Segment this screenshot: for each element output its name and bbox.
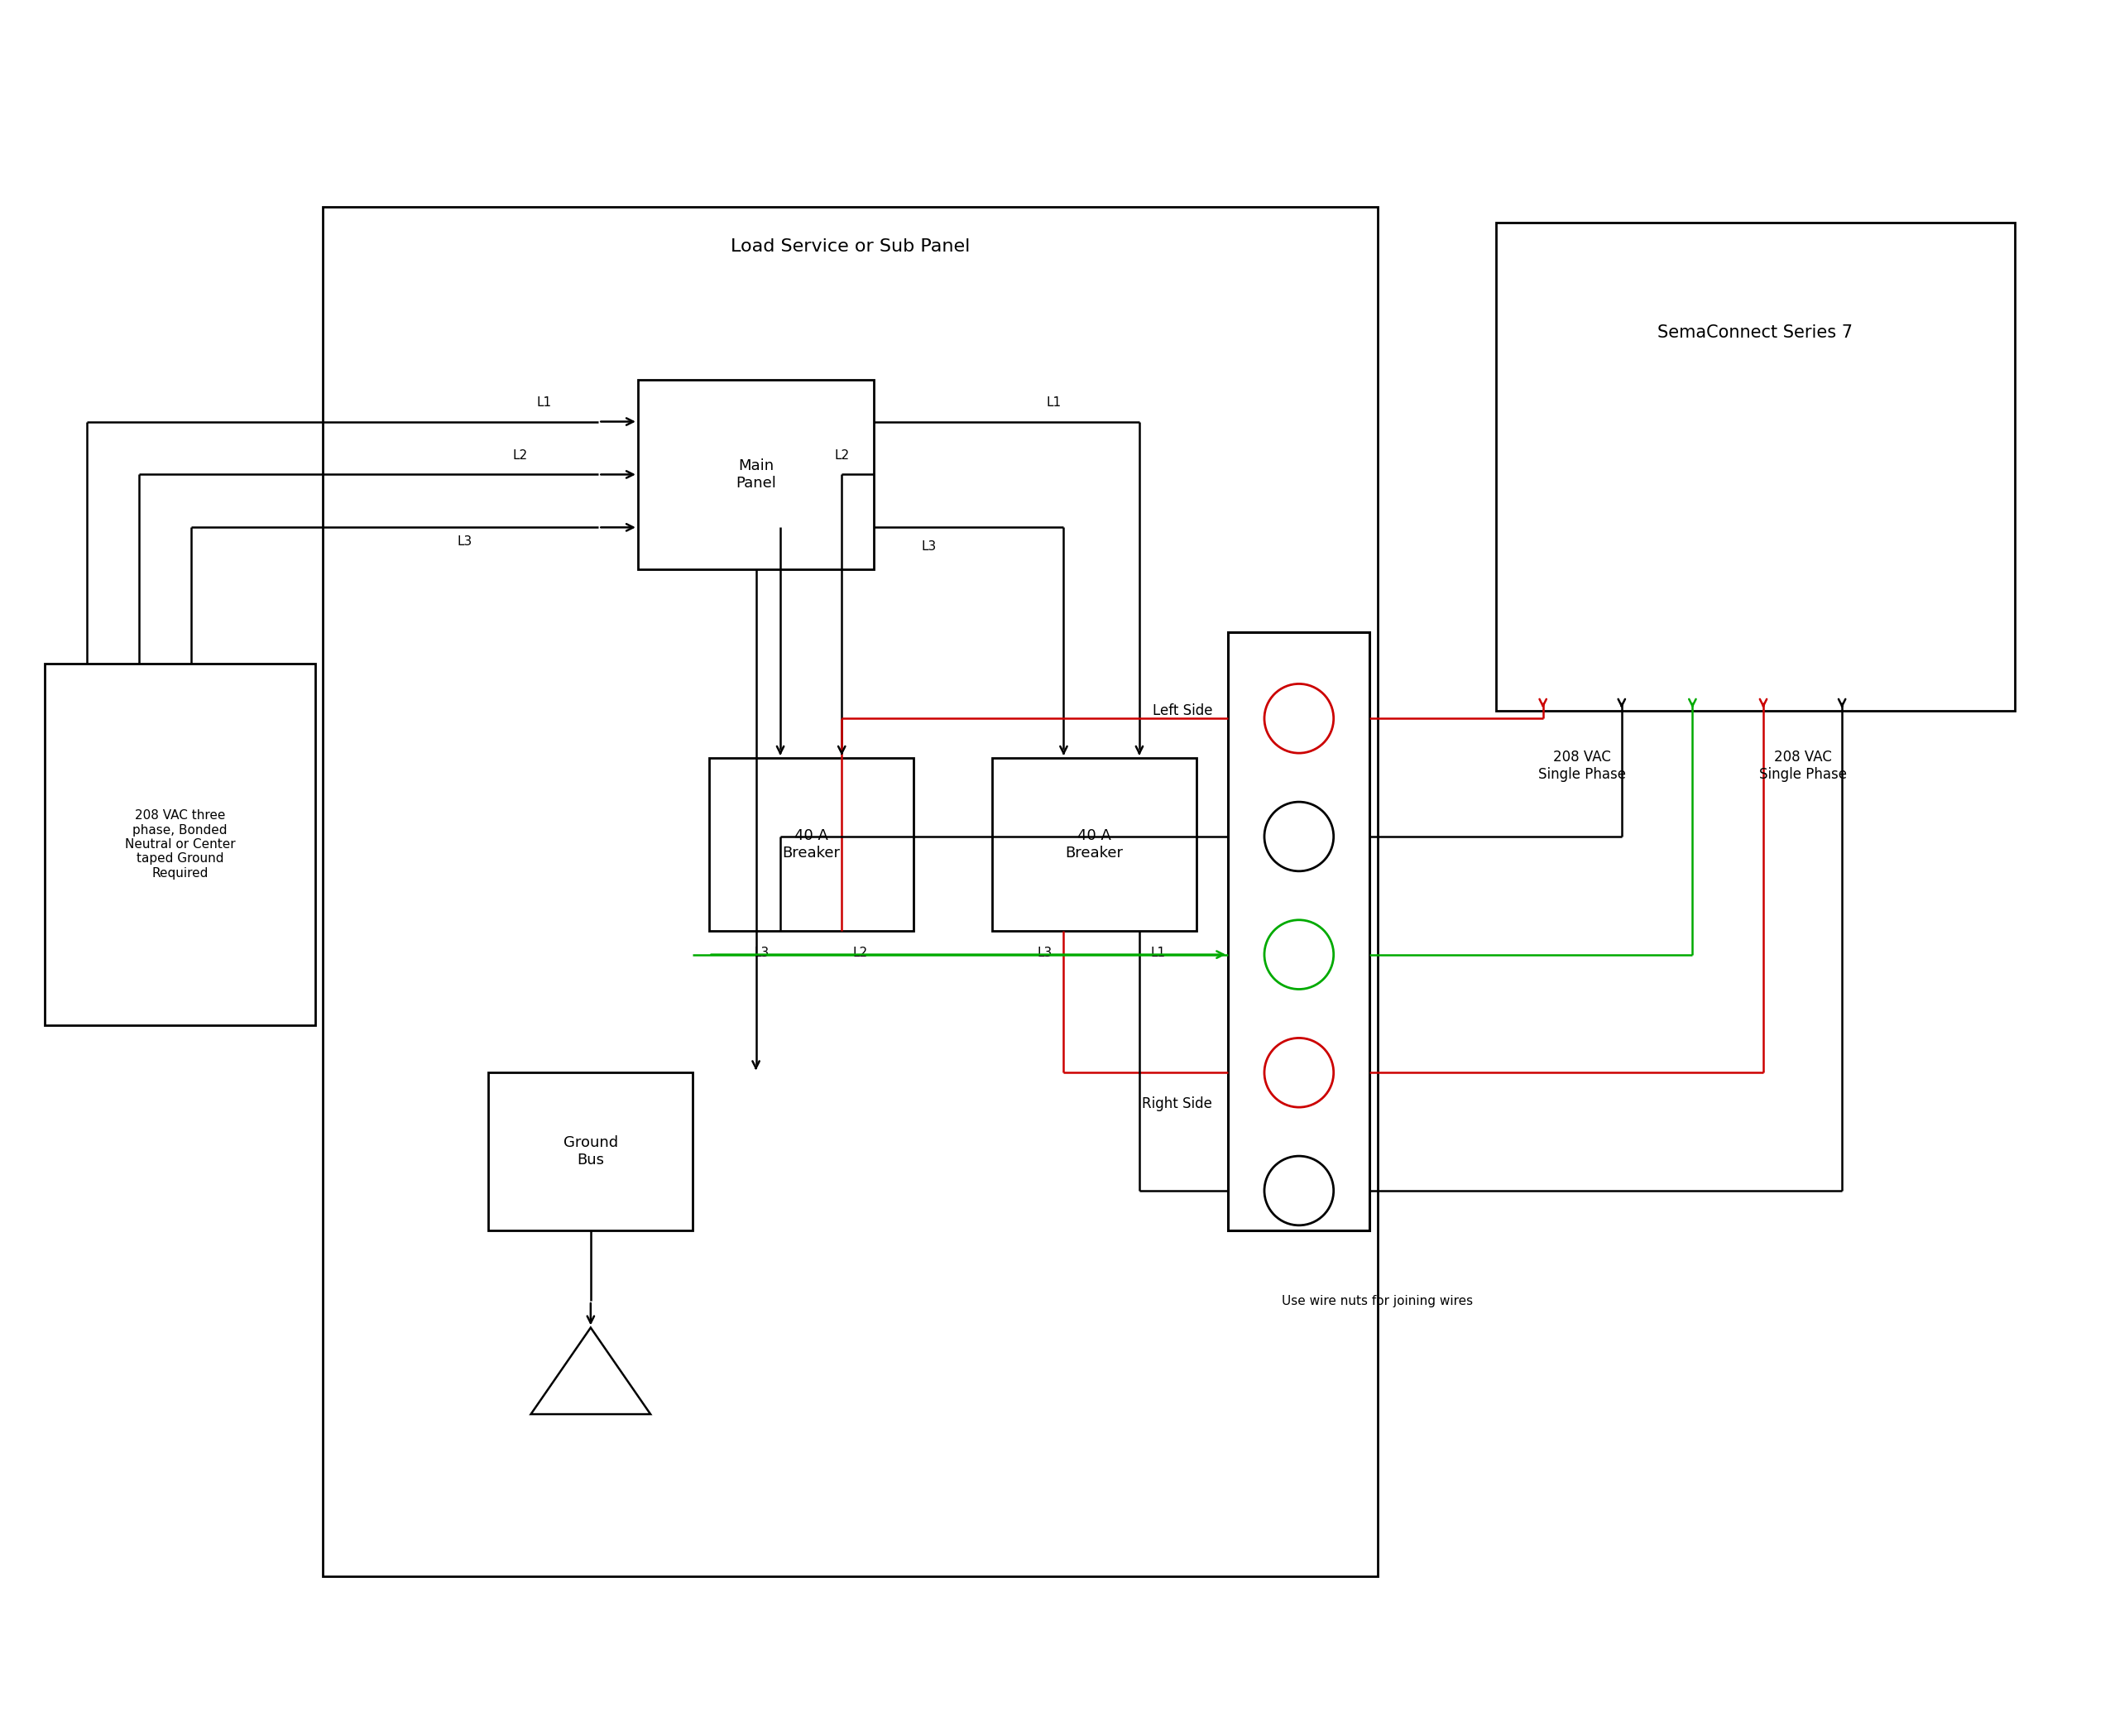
Text: Load Service or Sub Panel: Load Service or Sub Panel (730, 238, 971, 255)
Bar (1228, 632, 1369, 1231)
Bar (323, 207, 1378, 1576)
Text: Right Side: Right Side (1142, 1095, 1213, 1111)
Text: L3: L3 (922, 540, 937, 552)
Bar (1496, 222, 2015, 710)
Bar (637, 380, 874, 569)
Text: L2: L2 (513, 450, 528, 462)
Text: L1: L1 (1047, 396, 1061, 410)
Text: L2: L2 (852, 946, 867, 958)
Text: 208 VAC three
phase, Bonded
Neutral or Center
taped Ground
Required: 208 VAC three phase, Bonded Neutral or C… (124, 809, 234, 880)
Circle shape (1264, 920, 1334, 990)
Bar (44, 663, 314, 1026)
Text: L2: L2 (836, 450, 850, 462)
Text: 208 VAC
Single Phase: 208 VAC Single Phase (1760, 750, 1846, 781)
Text: L1: L1 (536, 396, 551, 410)
Text: Left Side: Left Side (1152, 703, 1213, 719)
Text: L3: L3 (753, 946, 770, 958)
Circle shape (1264, 1038, 1334, 1108)
Text: 40 A
Breaker: 40 A Breaker (1066, 828, 1123, 861)
Text: Use wire nuts for joining wires: Use wire nuts for joining wires (1283, 1295, 1473, 1307)
Text: SemaConnect Series 7: SemaConnect Series 7 (1658, 325, 1853, 340)
Text: 208 VAC
Single Phase: 208 VAC Single Phase (1538, 750, 1627, 781)
Bar (487, 1073, 692, 1231)
Text: Main
Panel: Main Panel (736, 458, 776, 491)
Circle shape (1264, 1156, 1334, 1226)
Bar (709, 759, 914, 930)
Text: L1: L1 (1150, 946, 1165, 958)
Text: L3: L3 (458, 535, 473, 547)
Text: Ground
Bus: Ground Bus (563, 1135, 618, 1167)
Circle shape (1264, 802, 1334, 871)
Text: 40 A
Breaker: 40 A Breaker (783, 828, 840, 861)
Circle shape (1264, 684, 1334, 753)
Bar (992, 759, 1196, 930)
Text: L3: L3 (1038, 946, 1053, 958)
